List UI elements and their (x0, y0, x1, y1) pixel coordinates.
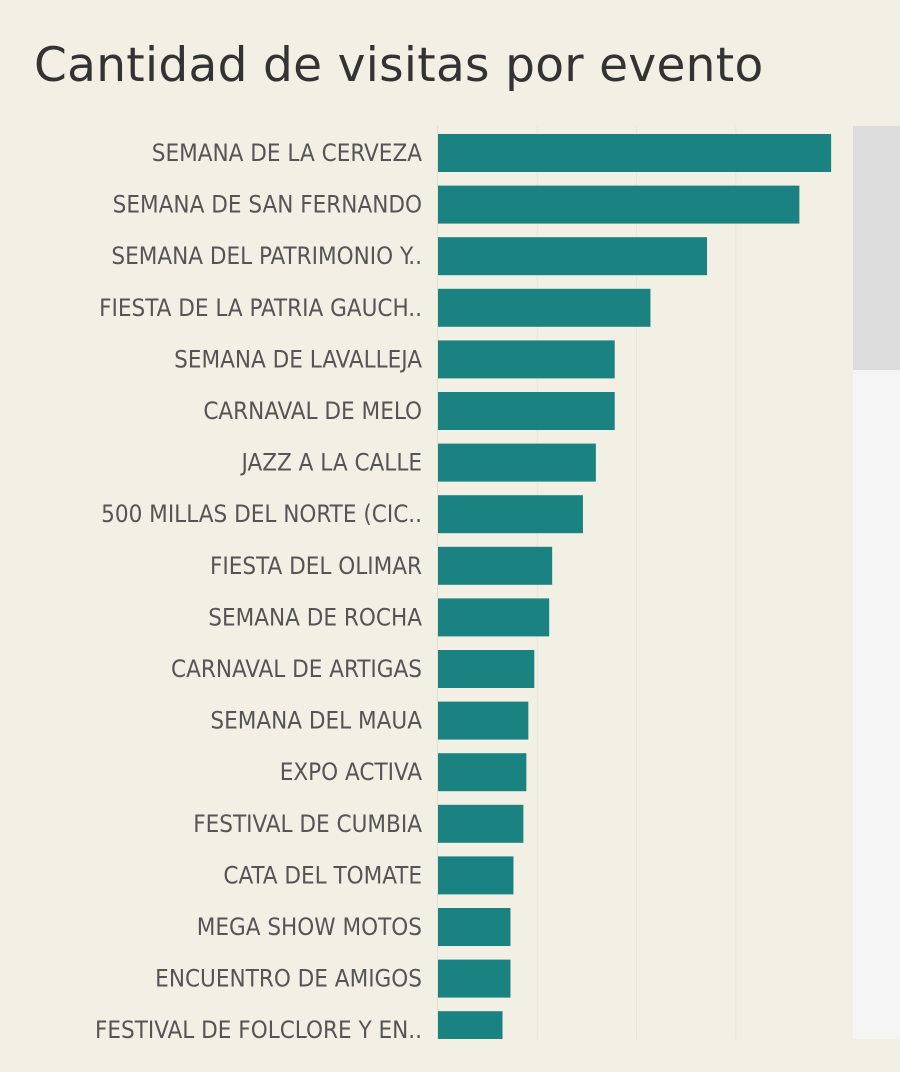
bar[interactable] (438, 1011, 503, 1040)
bar[interactable] (438, 546, 553, 585)
bar[interactable] (438, 443, 596, 482)
category-label: SEMANA DE LA CERVEZA (152, 139, 422, 167)
bar[interactable] (438, 650, 535, 688)
bar[interactable] (438, 701, 529, 740)
bar[interactable] (438, 908, 511, 946)
bar[interactable] (438, 134, 832, 172)
bar[interactable] (438, 495, 583, 534)
bar[interactable] (438, 753, 527, 792)
bar-chart: SEMANA DE LA CERVEZA SEMANA DE SAN FERNAN… (95, 126, 832, 1040)
category-label: CARNAVAL DE MELO (203, 397, 422, 425)
chart-title: Cantidad de visitas por evento (34, 38, 764, 93)
bar[interactable] (438, 340, 615, 379)
bar[interactable] (438, 804, 524, 843)
category-label: ENCUENTRO DE AMIGOS (155, 965, 422, 993)
category-label: SEMANA DE ROCHA (208, 603, 422, 631)
bar[interactable] (438, 392, 615, 430)
category-label: SEMANA DE LAVALLEJA (174, 345, 422, 373)
scrollbar-thumb[interactable] (853, 126, 900, 370)
category-label: EXPO ACTIVA (280, 758, 423, 786)
category-label: CARNAVAL DE ARTIGAS (171, 655, 422, 683)
category-label: FESTIVAL DE CUMBIA (193, 810, 422, 838)
category-label: MEGA SHOW MOTOS (197, 913, 422, 941)
category-label: JAZZ A LA CALLE (240, 449, 423, 477)
category-label: 500 MILLAS DEL NORTE (CIC.. (101, 500, 422, 528)
bar[interactable] (438, 959, 511, 998)
category-label: CATA DEL TOMATE (223, 861, 422, 889)
plot-area: SEMANA DE LA CERVEZA SEMANA DE SAN FERNAN… (95, 134, 832, 1040)
bar[interactable] (438, 598, 550, 637)
category-label: FESTIVAL DE FOLCLORE Y EN.. (95, 1016, 422, 1040)
category-label: SEMANA DEL MAUA (210, 707, 422, 735)
bar[interactable] (438, 856, 514, 895)
bar[interactable] (438, 185, 800, 224)
category-label: FIESTA DE LA PATRIA GAUCH.. (99, 294, 422, 322)
bar[interactable] (438, 237, 708, 276)
bar[interactable] (438, 288, 651, 327)
category-label: SEMANA DE SAN FERNANDO (113, 191, 422, 219)
category-label: SEMANA DEL PATRIMONIO Y.. (111, 242, 422, 270)
category-label: FIESTA DEL OLIMAR (210, 552, 422, 580)
